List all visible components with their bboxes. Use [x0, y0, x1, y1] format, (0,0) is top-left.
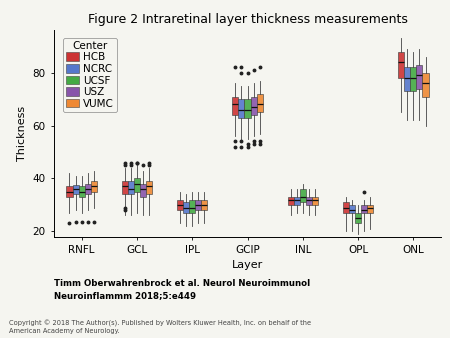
Bar — [361, 205, 367, 213]
X-axis label: Layer: Layer — [232, 261, 263, 270]
Bar — [189, 200, 195, 213]
Bar — [288, 197, 294, 205]
Bar — [238, 99, 244, 118]
Bar — [91, 181, 97, 192]
Bar — [367, 205, 373, 213]
Bar — [183, 202, 189, 213]
Bar — [306, 197, 312, 205]
Bar — [177, 200, 183, 210]
Bar — [232, 97, 239, 115]
Bar — [128, 181, 134, 194]
Bar — [300, 189, 306, 202]
Bar — [140, 184, 146, 197]
Bar — [85, 184, 91, 194]
Bar — [244, 99, 251, 118]
Bar — [122, 181, 128, 194]
Bar — [146, 181, 152, 194]
Bar — [410, 67, 416, 91]
Bar — [312, 197, 318, 205]
Bar — [355, 213, 361, 223]
Bar — [294, 197, 300, 205]
Text: Timm Oberwahrenbrock et al. Neurol Neuroimmunol: Timm Oberwahrenbrock et al. Neurol Neuro… — [54, 279, 310, 288]
Bar — [195, 200, 201, 210]
Bar — [251, 97, 256, 115]
Text: Neuroinflammm 2018;5:e449: Neuroinflammm 2018;5:e449 — [54, 291, 196, 300]
Bar — [349, 205, 355, 213]
Bar — [416, 65, 423, 89]
Bar — [134, 178, 140, 192]
Bar — [404, 67, 410, 91]
Bar — [343, 202, 349, 213]
Bar — [72, 185, 79, 194]
Legend: HCB, NCRC, UCSF, USZ, VUMC: HCB, NCRC, UCSF, USZ, VUMC — [63, 38, 117, 112]
Bar — [398, 52, 404, 78]
Bar — [423, 73, 428, 97]
Text: Copyright © 2018 The Author(s). Published by Wolters Kluwer Health, Inc. on beha: Copyright © 2018 The Author(s). Publishe… — [9, 319, 311, 334]
Bar — [256, 94, 263, 112]
Bar — [201, 200, 207, 210]
Title: Figure 2 Intraretinal layer thickness measurements: Figure 2 Intraretinal layer thickness me… — [88, 14, 407, 26]
Y-axis label: Thickness: Thickness — [17, 106, 27, 161]
Bar — [79, 186, 85, 197]
Bar — [67, 186, 72, 197]
